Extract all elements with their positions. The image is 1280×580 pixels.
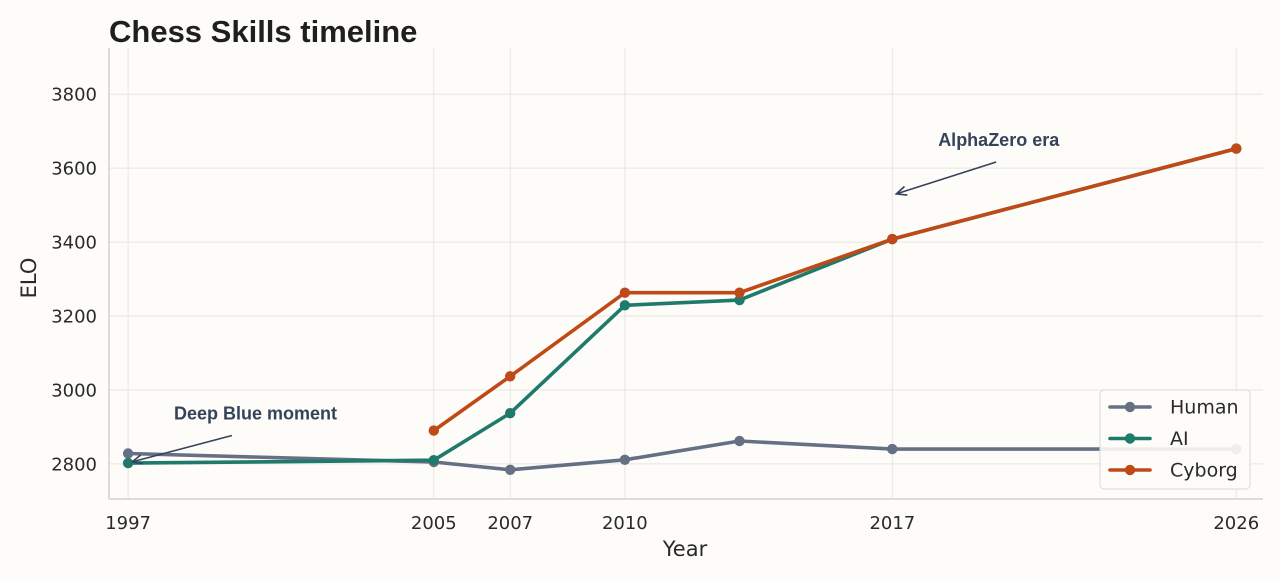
legend-marker-human	[1124, 401, 1136, 413]
y-tick-3400: 3400	[51, 233, 97, 254]
legend-items: Human AI Cyborg	[1108, 397, 1239, 482]
legend-label-ai: AI	[1170, 428, 1189, 450]
x-tick-1997: 1997	[105, 513, 151, 534]
y-tick-3200: 3200	[51, 307, 97, 328]
point-cyborg-2005	[428, 425, 439, 436]
x-axis-label: Year	[662, 537, 708, 561]
annotation-arrow-alphazero-era	[896, 161, 997, 195]
series-cyborg	[428, 143, 1242, 436]
point-human-2010	[619, 454, 631, 465]
point-cyborg-2007	[505, 371, 516, 382]
legend: Human AI Cyborg	[1099, 389, 1251, 490]
gridlines	[109, 48, 1263, 499]
point-cyborg-2010	[619, 287, 631, 298]
annotation-deep-blue-moment: Deep Blue moment	[174, 404, 337, 424]
point-ai-2005	[428, 455, 439, 466]
y-tick-3600: 3600	[51, 159, 97, 180]
x-tick-labels: 1997 2005 2007 2010 2017 2026	[105, 513, 1259, 534]
point-cyborg-2013	[734, 287, 745, 298]
axes	[108, 48, 1263, 500]
y-tick-3800: 3800	[51, 85, 97, 106]
x-tick-2017: 2017	[869, 513, 915, 534]
point-human-1997	[122, 448, 134, 459]
annotation-alphazero-era: AlphaZero era	[938, 130, 1060, 150]
x-tick-2026: 2026	[1213, 513, 1259, 534]
x-tick-2010: 2010	[602, 513, 648, 534]
series-layer	[122, 143, 1242, 475]
point-human-2013	[734, 435, 745, 447]
point-human-2017	[887, 443, 898, 455]
line-cyborg	[431, 146, 1239, 433]
y-tick-labels: 2800 3000 3200 3400 3600 3800	[51, 85, 97, 476]
point-ai-2013	[734, 294, 745, 306]
legend-marker-ai	[1124, 433, 1136, 444]
chart-title: Chess Skills timeline	[109, 14, 417, 49]
point-human-2007	[505, 464, 516, 475]
legend-label-cyborg: Cyborg	[1170, 460, 1238, 482]
point-ai-2007	[505, 408, 516, 419]
legend-label-human: Human	[1170, 397, 1239, 419]
annotations: Deep Blue moment AlphaZero era	[130, 130, 1060, 465]
point-ai-2010	[619, 300, 631, 311]
legend-marker-cyborg	[1124, 464, 1136, 476]
point-ai-1997	[122, 457, 134, 469]
y-tick-2800: 2800	[51, 454, 97, 475]
x-tick-2007: 2007	[487, 513, 533, 534]
annotation-arrowhead-alphazero-era	[894, 185, 908, 196]
y-tick-3000: 3000	[51, 380, 97, 401]
x-tick-2005: 2005	[411, 513, 457, 534]
point-cyborg-2026	[1231, 143, 1242, 154]
annotation-arrow-deep-blue-moment	[131, 434, 233, 463]
annotation-arrowhead-deep-blue-moment	[130, 454, 144, 465]
point-cyborg-2017	[887, 233, 898, 245]
legend-box	[1099, 389, 1251, 490]
y-axis-label: ELO	[17, 258, 41, 299]
